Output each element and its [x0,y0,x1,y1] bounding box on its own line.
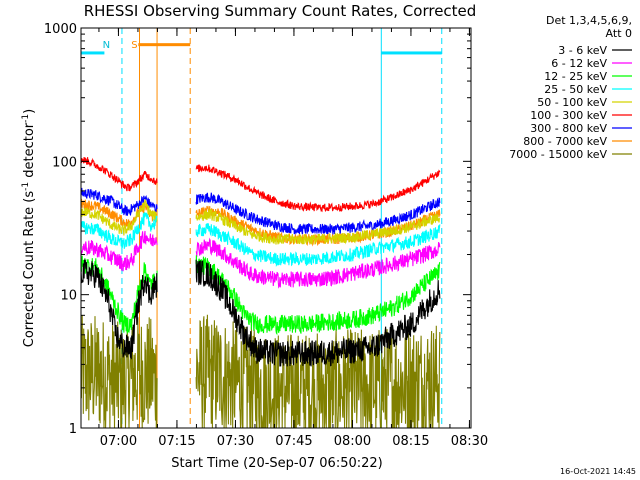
legend-label-6: 300 - 800 keV [530,122,607,135]
series-line-5-seg-1 [195,164,441,213]
x-tick-label-0: 07:00 [100,434,137,449]
series-line-6-seg-1 [195,192,441,236]
legend-label-0: 3 - 6 keV [558,44,607,57]
x-tick-label-5: 08:15 [392,434,429,449]
series-line-3-seg-0 [81,212,158,249]
legend-label-8: 7000 - 15000 keV [509,148,607,161]
series-line-0-seg-1 [195,259,441,367]
footer-timestamp: 16-Oct-2021 14:45 [560,467,636,476]
y-tick-label-1: 10 [60,289,77,304]
flag-bar-saa [138,43,191,47]
series-line-3-seg-1 [195,223,441,268]
x-axis-label: Start Time (20-Sep-07 06:50:22) [171,456,382,471]
series-line-2-seg-0 [81,255,158,334]
series-line-4-seg-1 [195,207,440,246]
x-tick-label-3: 07:45 [275,434,312,449]
plot-frame [80,27,472,429]
flag-marker-N: N [103,40,110,51]
y-tick-label-0: 1 [69,422,77,437]
series-line-0-seg-0 [81,259,158,360]
flag-marker-S: S [131,40,137,51]
flag-bar-night-1 [81,51,105,55]
series-line-1-seg-1 [195,237,441,289]
legend-header-line-2: Att 0 [606,27,632,40]
series-line-6-seg-0 [81,187,158,217]
x-tick-label-2: 07:30 [217,434,254,449]
y-axis-label: Corrected Count Rate (s-1 detector-1) [21,109,37,347]
legend-label-5: 100 - 300 keV [530,109,607,122]
series-line-1-seg-0 [81,230,158,272]
axes: 07:00 07:15 07:30 07:45 08:00 08:15 08:30 1 10 10… [44,22,488,449]
legend-label-1: 6 - 12 keV [551,57,607,70]
flag-bar-night-2 [381,51,442,55]
legend-label-7: 800 - 7000 keV [523,135,607,148]
legend-label-3: 25 - 50 keV [544,83,607,96]
y-tick-label-2: 100 [52,155,77,170]
series-line-2-seg-1 [195,255,441,336]
chart-title: RHESSI Observing Summary Count Rates, Co… [84,2,477,20]
y-tick-label-3: 1000 [44,22,77,37]
x-tick-label-6: 08:30 [451,434,488,449]
series-line-8-seg-0 [81,315,158,428]
x-tick-label-4: 08:00 [334,434,371,449]
x-tick-label-1: 07:15 [158,434,195,449]
legend-header-line-1: Det 1,3,4,5,6,9, [546,14,632,27]
series-line-5-seg-0 [81,156,158,192]
series-line-4-seg-0 [81,199,158,236]
legend-label-2: 12 - 25 keV [544,70,607,83]
legend-label-4: 50 - 100 keV [537,96,607,109]
